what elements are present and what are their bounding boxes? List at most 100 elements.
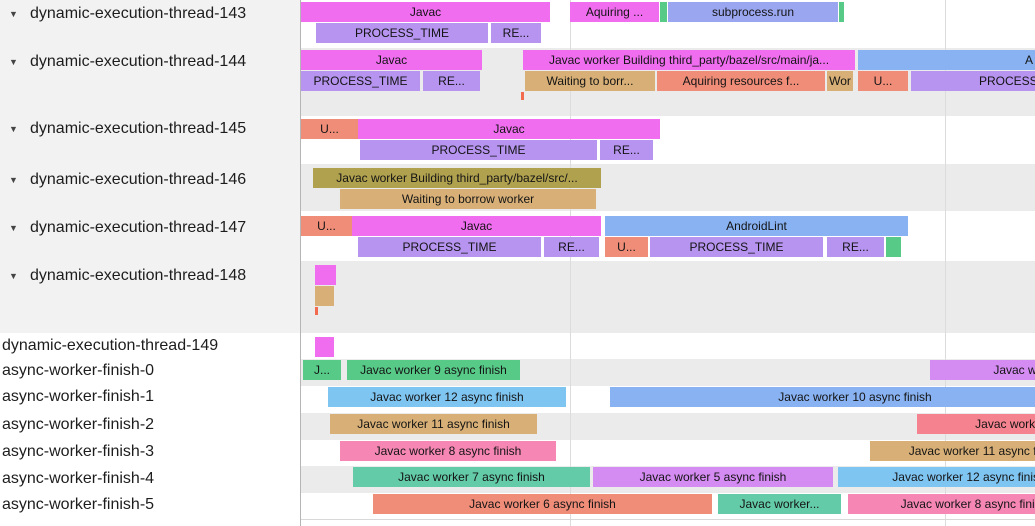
trace-slice[interactable]: Javac w — [930, 360, 1035, 380]
slice-label: Javac worker... — [739, 497, 820, 511]
slice-label: Javac worker 12 async finish — [892, 470, 1035, 484]
slice-label: Waiting to borrow worker — [401, 192, 535, 206]
trace-slice[interactable]: Javac worker 10 async finish — [610, 387, 1035, 407]
trace-slice[interactable]: Javac — [301, 2, 550, 22]
track-label[interactable]: ▼ dynamic-execution-thread-145 — [0, 118, 300, 140]
trace-slice[interactable]: Javac worker Building third_party/bazel/… — [523, 50, 855, 70]
trace-slice[interactable]: RE... — [423, 71, 480, 91]
track-name: async-worker-finish-1 — [2, 388, 155, 405]
track-label[interactable]: async-worker-finish-3 — [0, 441, 300, 463]
trace-slice[interactable]: Javac worker 11 async finish — [870, 441, 1035, 461]
track-name: dynamic-execution-thread-146 — [30, 171, 247, 188]
slice-label: Javac — [493, 122, 525, 136]
track-label[interactable]: ▼ dynamic-execution-thread-148 — [0, 265, 300, 287]
track-label[interactable]: async-worker-finish-1 — [0, 386, 300, 408]
slice-label: RE... — [842, 240, 869, 254]
slice-label: Javac worker 9 async finish — [360, 363, 507, 377]
track-label[interactable]: ▼ dynamic-execution-thread-144 — [0, 51, 300, 73]
slice-label: U... — [617, 240, 636, 254]
track-label[interactable]: async-worker-finish-5 — [0, 494, 300, 516]
trace-slice[interactable]: U... — [301, 216, 352, 236]
collapse-arrow-icon[interactable]: ▼ — [9, 271, 18, 281]
trace-slice[interactable] — [521, 92, 524, 100]
track-label[interactable]: ▼ dynamic-execution-thread-147 — [0, 217, 300, 239]
trace-slice[interactable]: PROCESS_TIME — [301, 71, 420, 91]
trace-slice[interactable]: subprocess.run — [668, 2, 838, 22]
trace-slice[interactable]: Aquiring resources f... — [657, 71, 825, 91]
trace-slice[interactable]: Javac worker 8 async finish — [848, 494, 1035, 514]
slice-label: PROCESS_TIME — [431, 143, 526, 157]
slice-label: U... — [320, 122, 339, 136]
trace-slice[interactable]: PROCESS_TIME — [911, 71, 1035, 91]
track-label[interactable]: async-worker-finish-2 — [0, 414, 300, 436]
trace-slice[interactable]: A — [858, 50, 1035, 70]
trace-slice[interactable]: RE... — [544, 237, 599, 257]
collapse-arrow-icon[interactable]: ▼ — [9, 57, 18, 67]
trace-slice[interactable]: RE... — [827, 237, 884, 257]
collapse-arrow-icon[interactable]: ▼ — [9, 223, 18, 233]
track-name: async-worker-finish-4 — [2, 470, 155, 487]
track-label[interactable]: async-worker-finish-4 — [0, 468, 300, 490]
trace-slice[interactable] — [839, 2, 844, 22]
trace-slice[interactable] — [315, 265, 336, 285]
collapse-arrow-icon[interactable]: ▼ — [9, 9, 18, 19]
trace-slice[interactable]: Javac worke — [917, 414, 1035, 434]
slice-label: AndroidLint — [726, 219, 787, 233]
trace-slice[interactable]: Wor — [827, 71, 853, 91]
trace-slice[interactable]: U... — [605, 237, 648, 257]
collapse-arrow-icon[interactable]: ▼ — [9, 124, 18, 134]
trace-slice[interactable]: Waiting to borr... — [525, 71, 655, 91]
trace-slice[interactable]: AndroidLint — [605, 216, 908, 236]
slice-label: PROCESS_TIME — [402, 240, 497, 254]
track-label[interactable]: ▼ dynamic-execution-thread-146 — [0, 169, 300, 191]
trace-slice[interactable]: Javac worker Building third_party/bazel/… — [313, 168, 601, 188]
trace-slice[interactable]: U... — [301, 119, 358, 139]
trace-slice[interactable]: Waiting to borrow worker — [340, 189, 596, 209]
trace-slice[interactable]: Javac worker 5 async finish — [593, 467, 833, 487]
timeline-canvas[interactable]: Javac Aquiring ... subprocess.run PROCESS_T… — [300, 0, 1035, 526]
trace-slice[interactable]: PROCESS_TIME — [360, 140, 597, 160]
track-label[interactable]: ▼ dynamic-execution-thread-143 — [0, 3, 300, 25]
slice-label: Aquiring ... — [585, 5, 644, 19]
slice-label: Javac worker 8 async finish — [900, 497, 1035, 511]
track-name-sidebar: ▼ dynamic-execution-thread-143 ▼ dynamic-ex… — [0, 0, 300, 526]
collapse-arrow-icon[interactable]: ▼ — [9, 175, 18, 185]
trace-slice[interactable]: U... — [858, 71, 908, 91]
track-label[interactable]: async-worker-finish-0 — [0, 360, 300, 382]
slice-label: Aquiring resources f... — [682, 74, 800, 88]
trace-slice[interactable]: RE... — [600, 140, 653, 160]
trace-slice[interactable] — [315, 307, 318, 315]
trace-slice[interactable]: Javac — [352, 216, 601, 236]
trace-slice[interactable]: Javac worker 9 async finish — [347, 360, 520, 380]
trace-slice[interactable]: Aquiring ... — [570, 2, 659, 22]
trace-slice[interactable]: RE... — [491, 23, 541, 43]
trace-slice[interactable] — [660, 2, 667, 22]
trace-slice[interactable]: Javac worker 12 async finish — [838, 467, 1035, 487]
trace-slice[interactable]: Javac worker 7 async finish — [353, 467, 590, 487]
trace-slice[interactable]: Javac — [301, 50, 482, 70]
trace-slice[interactable]: J... — [303, 360, 341, 380]
trace-slice[interactable]: Javac worker 8 async finish — [340, 441, 556, 461]
trace-slice[interactable]: PROCESS_TIME — [358, 237, 541, 257]
slice-label: Javac worker 5 async finish — [639, 470, 787, 484]
trace-slice[interactable]: Javac worker 12 async finish — [328, 387, 566, 407]
track-label[interactable]: dynamic-execution-thread-149 — [0, 335, 300, 357]
trace-slice[interactable]: PROCESS_TIME — [650, 237, 823, 257]
trace-slice[interactable]: Javac worker 11 async finish — [330, 414, 537, 434]
track-name: dynamic-execution-thread-144 — [30, 53, 247, 70]
trace-slice[interactable] — [315, 286, 334, 306]
slice-label: Javac — [460, 219, 493, 233]
trace-slice[interactable]: Javac worker... — [718, 494, 841, 514]
trace-slice[interactable] — [315, 337, 334, 357]
slice-label: Javac — [409, 5, 442, 19]
slice-label: subprocess.run — [711, 5, 795, 19]
trace-slice[interactable] — [886, 237, 901, 257]
trace-slice[interactable]: Javac worker 6 async finish — [373, 494, 712, 514]
trace-slice[interactable]: Javac — [358, 119, 660, 139]
track-name: async-worker-finish-5 — [2, 496, 155, 513]
slice-label: Javac worke — [975, 417, 1035, 431]
trace-slice[interactable]: PROCESS_TIME — [316, 23, 488, 43]
track-name: dynamic-execution-thread-147 — [30, 219, 247, 236]
slice-label: U... — [873, 74, 893, 88]
track-stripe — [300, 261, 1035, 333]
